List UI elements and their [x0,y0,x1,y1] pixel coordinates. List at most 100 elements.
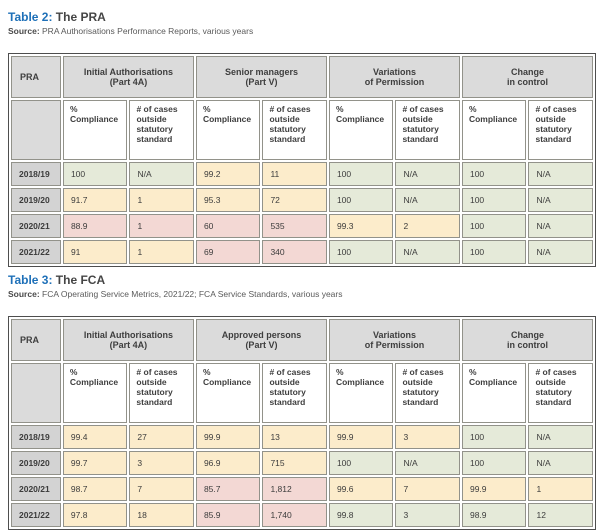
data-cell: N/A [395,240,460,264]
data-cell: 99.6 [328,477,394,501]
group-label-line1: Change [510,67,544,77]
data-cell: 99.4 [62,425,128,449]
table2-group-header-row: PRA Initial Authorisations (Part 4A) Sen… [11,56,593,98]
data-cell: 91.7 [62,188,128,212]
subheader-cases: # of cases outside statutory standard [129,363,194,423]
subheader-cases: # of cases outside statutory standard [395,363,460,423]
data-cell: 99.8 [328,503,394,527]
subheader-compliance: % Compliance [62,100,128,160]
data-cell: N/A [129,162,194,186]
group-label-line1: Approved persons [221,330,302,340]
data-cell: 85.9 [195,503,261,527]
data-cell: 100 [328,240,394,264]
data-cell: 100 [328,451,394,475]
data-cell: 100 [328,188,394,212]
table3-source-text: FCA Operating Service Metrics, 2021/22; … [39,289,343,299]
subheader-cases: # of cases outside statutory standard [395,100,460,160]
group-label-line1: Initial Authorisations [83,67,174,77]
table3-group-approved-persons: Approved persons (Part V) [195,319,327,361]
table-row: 2020/21 98.7 7 85.7 1,812 99.6 7 99.9 1 [11,477,593,501]
table-row: 2019/20 99.7 3 96.9 715 100 N/A 100 N/A [11,451,593,475]
year-cell: 2018/19 [11,425,61,449]
data-cell: N/A [528,240,593,264]
table-row: 2021/22 91 1 69 340 100 N/A 100 N/A [11,240,593,264]
data-cell: 85.7 [195,477,261,501]
data-cell: N/A [528,214,593,238]
table2-source-line: Source: PRA Authorisations Performance R… [8,26,597,37]
table3-group-header-row: PRA Initial Authorisations (Part 4A) App… [11,319,593,361]
data-cell: 1 [129,188,194,212]
group-label-line1: Change [510,330,544,340]
pra-table-section: Table 2: The PRA Source: PRA Authorisati… [8,10,597,267]
data-cell: 91 [62,240,128,264]
table3-subheader-empty [11,363,61,423]
group-label-line2: (Part 4A) [109,340,148,350]
table3-group-change-in-control: Change in control [461,319,593,361]
data-cell: 1,812 [262,477,327,501]
data-cell: 96.9 [195,451,261,475]
table3-source-line: Source: FCA Operating Service Metrics, 2… [8,289,597,300]
data-cell: 1,740 [262,503,327,527]
table3-sub-header-row: % Compliance # of cases outside statutor… [11,363,593,423]
data-cell: 18 [129,503,194,527]
data-cell: 1 [129,240,194,264]
data-cell: 60 [195,214,261,238]
year-cell: 2020/21 [11,477,61,501]
table2-corner-cell: PRA [11,56,61,98]
data-cell: 3 [129,451,194,475]
table2-group-initial-authorisations: Initial Authorisations (Part 4A) [62,56,194,98]
table3-group-variations: Variations of Permission [328,319,460,361]
data-cell: 3 [395,425,460,449]
table2-group-variations: Variations of Permission [328,56,460,98]
subheader-compliance: % Compliance [461,363,527,423]
group-label-line2: of Permission [364,340,425,350]
table2-source-text: PRA Authorisations Performance Reports, … [39,26,254,36]
group-label-line2: in control [506,340,548,350]
year-cell: 2020/21 [11,214,61,238]
data-cell: 99.2 [195,162,261,186]
data-cell: 100 [461,240,527,264]
year-cell: 2021/22 [11,240,61,264]
data-cell: 100 [461,188,527,212]
table2-group-change-in-control: Change in control [461,56,593,98]
group-label-line1: Variations [372,67,416,77]
year-cell: 2018/19 [11,162,61,186]
data-cell: 88.9 [62,214,128,238]
data-cell: 100 [461,451,527,475]
data-cell: 7 [129,477,194,501]
subheader-cases: # of cases outside statutory standard [528,363,593,423]
data-cell: 98.9 [461,503,527,527]
subheader-compliance: % Compliance [328,363,394,423]
data-cell: 13 [262,425,327,449]
data-cell: N/A [395,451,460,475]
data-cell: 100 [461,214,527,238]
group-label-line2: in control [506,77,548,87]
data-cell: 3 [395,503,460,527]
data-cell: 100 [328,162,394,186]
year-cell: 2019/20 [11,451,61,475]
subheader-compliance: % Compliance [461,100,527,160]
data-cell: 2 [395,214,460,238]
fca-table-section: Table 3: The FCA Source: FCA Operating S… [8,273,597,530]
data-cell: 97.8 [62,503,128,527]
table-row: 2021/22 97.8 18 85.9 1,740 99.8 3 98.9 12 [11,503,593,527]
data-cell: 1 [528,477,593,501]
data-cell: N/A [528,188,593,212]
group-label-line1: Initial Authorisations [83,330,174,340]
data-cell: 7 [395,477,460,501]
fca-data-table: PRA Initial Authorisations (Part 4A) App… [8,316,596,530]
subheader-cases: # of cases outside statutory standard [528,100,593,160]
table2-subheader-empty [11,100,61,160]
data-cell: N/A [528,162,593,186]
data-cell: 715 [262,451,327,475]
group-label-line2: (Part V) [245,77,278,87]
table3-title: Table 3: The FCA [8,273,597,287]
data-cell: 535 [262,214,327,238]
subheader-cases: # of cases outside statutory standard [262,363,327,423]
table-row: 2020/21 88.9 1 60 535 99.3 2 100 N/A [11,214,593,238]
data-cell: N/A [528,451,593,475]
pra-data-table: PRA Initial Authorisations (Part 4A) Sen… [8,53,596,267]
data-cell: 100 [62,162,128,186]
data-cell: N/A [528,425,593,449]
